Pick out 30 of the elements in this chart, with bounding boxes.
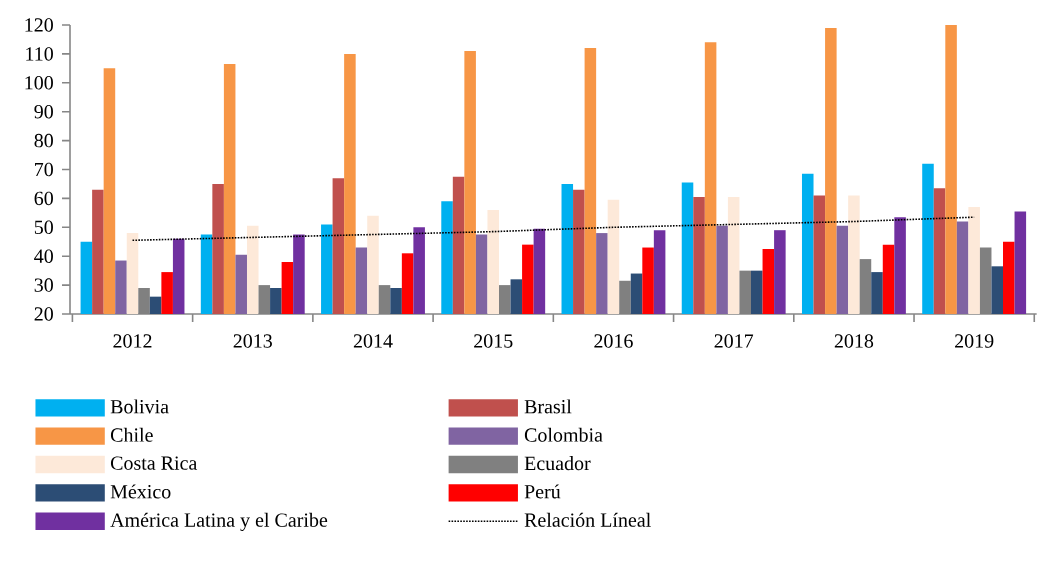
x-tick-label: 2013	[233, 334, 272, 348]
y-tick-label: 50	[34, 220, 53, 235]
y-tick-label: 70	[35, 162, 53, 177]
legend-label: América Latina y el Caribe	[110, 512, 328, 531]
x-tick-label: 2016	[594, 334, 633, 348]
y-tick-label: 40	[34, 249, 53, 263]
y-tick-label: 100	[25, 76, 53, 90]
legend-label: Relación Líneal	[524, 512, 651, 527]
legend-label: Brasil	[524, 399, 572, 414]
y-tick-label: 120	[25, 18, 53, 32]
y-tick-label: 80	[34, 133, 53, 148]
line-series	[131, 216, 975, 242]
y-tick-label: 30	[34, 278, 53, 292]
x-tick-label: 2017	[714, 334, 754, 348]
legend-label: Ecuador	[524, 456, 591, 471]
x-tick-label: 2014	[353, 334, 393, 348]
legend-label: Chile	[110, 427, 153, 442]
y-tick-label: 20	[34, 307, 53, 321]
legend-label: Costa Rica	[110, 456, 198, 470]
x-tick-label: 2012	[113, 334, 152, 348]
y-tick-label: 90	[34, 104, 53, 119]
legend-label: Perú	[524, 484, 561, 499]
legend-label: México	[110, 484, 171, 499]
y-tick-label: 60	[34, 191, 53, 206]
legend-label: Colombia	[524, 427, 603, 442]
legend-label: Bolivia	[110, 399, 169, 414]
x-tick-label: 2015	[474, 334, 513, 348]
x-tick-label: 2019	[955, 334, 994, 348]
y-tick-label: 110	[26, 47, 53, 61]
x-tick-label: 2018	[834, 334, 874, 348]
